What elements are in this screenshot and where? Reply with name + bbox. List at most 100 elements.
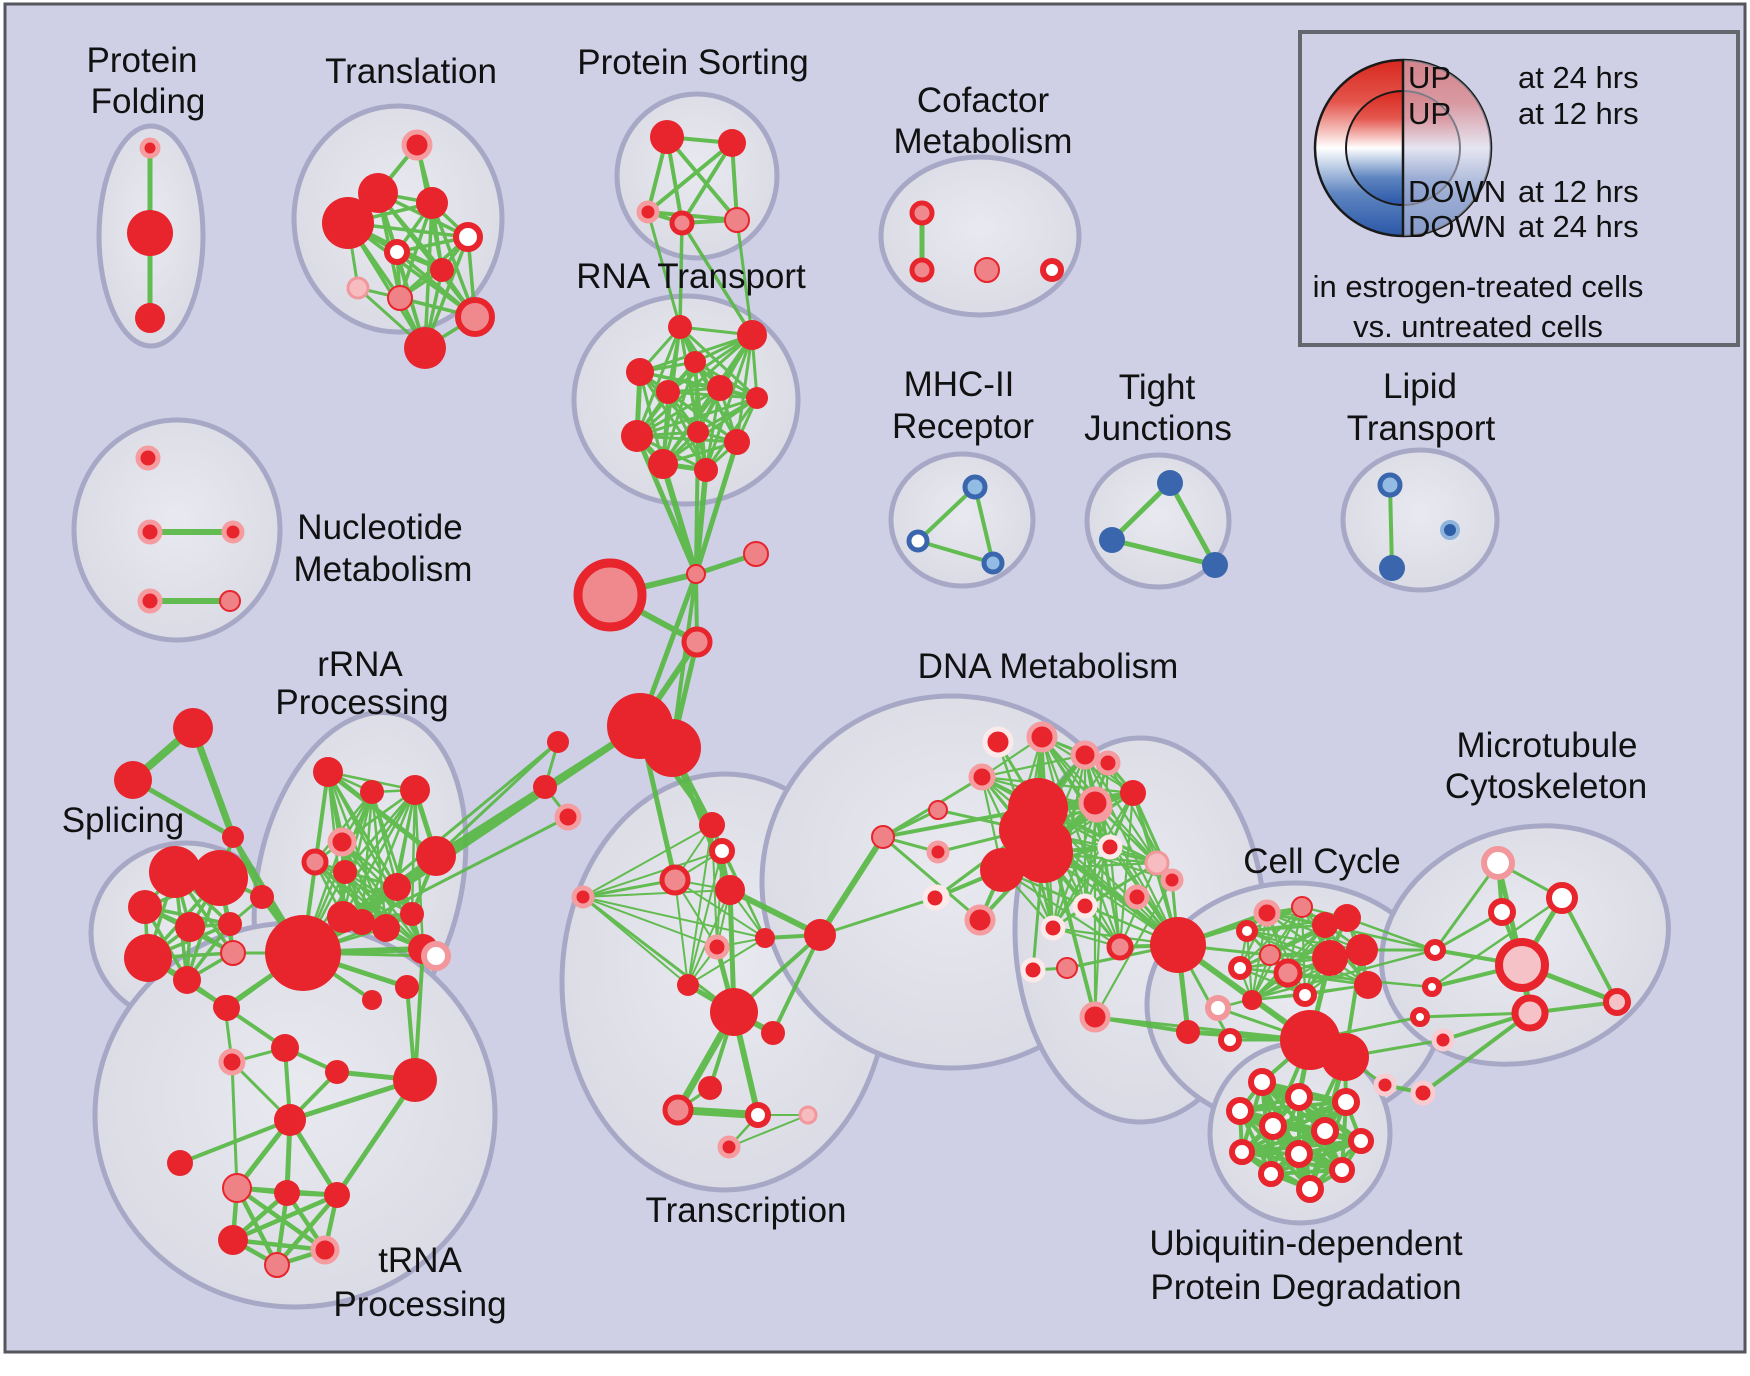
network-node — [1202, 552, 1228, 578]
network-node — [709, 838, 735, 864]
network-node — [643, 719, 701, 777]
network-node — [1259, 1112, 1287, 1140]
network-node — [313, 757, 343, 787]
network-node — [327, 827, 357, 857]
legend-time-0: at 24 hrs — [1518, 60, 1639, 95]
network-node — [1226, 1097, 1254, 1125]
cluster-ellipse-cofactor-metabolism — [878, 154, 1082, 318]
cluster-ellipse-lipid-transport — [1340, 447, 1500, 593]
network-node — [175, 912, 205, 942]
network-node — [636, 200, 660, 224]
legend-time-3: at 24 hrs — [1518, 209, 1639, 244]
cluster-label-mhc-ii-receptor: Receptor — [892, 407, 1034, 446]
network-node — [710, 988, 758, 1036]
network-edge — [1167, 480, 1218, 568]
network-node — [1028, 821, 1072, 865]
network-node — [167, 1150, 193, 1176]
network-node — [149, 846, 201, 898]
network-node — [173, 966, 201, 994]
network-node — [1422, 977, 1442, 997]
network-node — [416, 836, 456, 876]
network-node — [981, 551, 1005, 575]
network-edge — [582, 879, 676, 898]
network-edge — [665, 135, 739, 222]
network-node — [677, 974, 699, 996]
network-node — [383, 873, 411, 901]
network-node — [1124, 884, 1150, 910]
network-edge — [1109, 480, 1173, 543]
network-node — [395, 975, 419, 999]
network-node — [387, 285, 413, 311]
network-edge — [1430, 896, 1564, 989]
network-node — [1285, 1140, 1313, 1168]
cluster-label-protein-sorting: Protein Sorting — [577, 43, 809, 82]
network-node — [416, 187, 448, 219]
network-node — [715, 875, 745, 905]
network-node — [1354, 971, 1382, 999]
cluster-label-nucleotide-metabolism: Nucleotide — [297, 508, 462, 547]
network-node — [325, 1060, 349, 1084]
network-node — [547, 731, 569, 753]
network-node — [964, 904, 996, 936]
network-node — [1346, 934, 1378, 966]
network-edge — [130, 777, 236, 840]
network-node — [135, 303, 165, 333]
network-node — [1040, 258, 1064, 282]
network-node — [686, 564, 706, 584]
network-node — [137, 519, 163, 545]
network-edge — [646, 210, 682, 329]
network-edge — [916, 539, 995, 565]
network-node — [798, 1105, 818, 1125]
network-node — [698, 1076, 722, 1100]
network-node — [718, 129, 746, 157]
network-edge — [343, 870, 414, 916]
network-node — [626, 358, 654, 386]
network-node — [573, 558, 647, 632]
network-node — [571, 885, 595, 909]
network-node — [401, 129, 433, 161]
legend-direction-1: UP — [1408, 96, 1451, 131]
network-node — [743, 541, 769, 567]
network-node — [1258, 1161, 1284, 1187]
cluster-ellipse-mhc-ii-receptor — [888, 451, 1036, 589]
network-node — [400, 902, 424, 926]
network-node — [221, 520, 245, 544]
network-node — [124, 934, 172, 982]
cluster-label-microtubule-cytoskeleton: Microtubule — [1457, 726, 1638, 765]
network-node — [1150, 917, 1206, 973]
network-edge — [1108, 845, 1122, 949]
network-node — [250, 885, 274, 909]
network-node — [928, 800, 948, 820]
network-node — [1020, 957, 1046, 983]
network-edge — [660, 461, 699, 577]
network-node — [324, 1182, 350, 1208]
network-edge — [410, 788, 417, 916]
network-node — [404, 327, 446, 369]
network-node — [724, 429, 750, 455]
cluster-label-ubiquitin-degradation: Protein Degradation — [1150, 1268, 1461, 1307]
network-edge — [1238, 905, 1304, 970]
network-edge — [735, 218, 754, 337]
network-node — [909, 200, 935, 226]
legend-note-line-1: in estrogen-treated cells — [1313, 269, 1644, 304]
network-node — [127, 210, 173, 256]
cluster-label-rrna-processing: rRNA — [317, 645, 403, 684]
network-node — [192, 850, 248, 906]
network-node — [333, 860, 357, 884]
network-node — [1229, 1139, 1255, 1165]
network-edge — [973, 485, 995, 565]
network-node — [1348, 1128, 1374, 1154]
network-edge — [693, 439, 740, 577]
network-node — [554, 803, 582, 831]
network-node — [1312, 940, 1348, 976]
network-node — [455, 297, 495, 337]
network-node — [1329, 1157, 1355, 1183]
network-node — [1495, 938, 1549, 992]
network-node — [1236, 920, 1258, 942]
network-node — [982, 726, 1014, 758]
network-node — [135, 445, 161, 471]
network-node — [218, 1225, 248, 1255]
network-node — [659, 864, 691, 896]
network-node — [746, 387, 768, 409]
network-node — [1332, 1088, 1360, 1116]
